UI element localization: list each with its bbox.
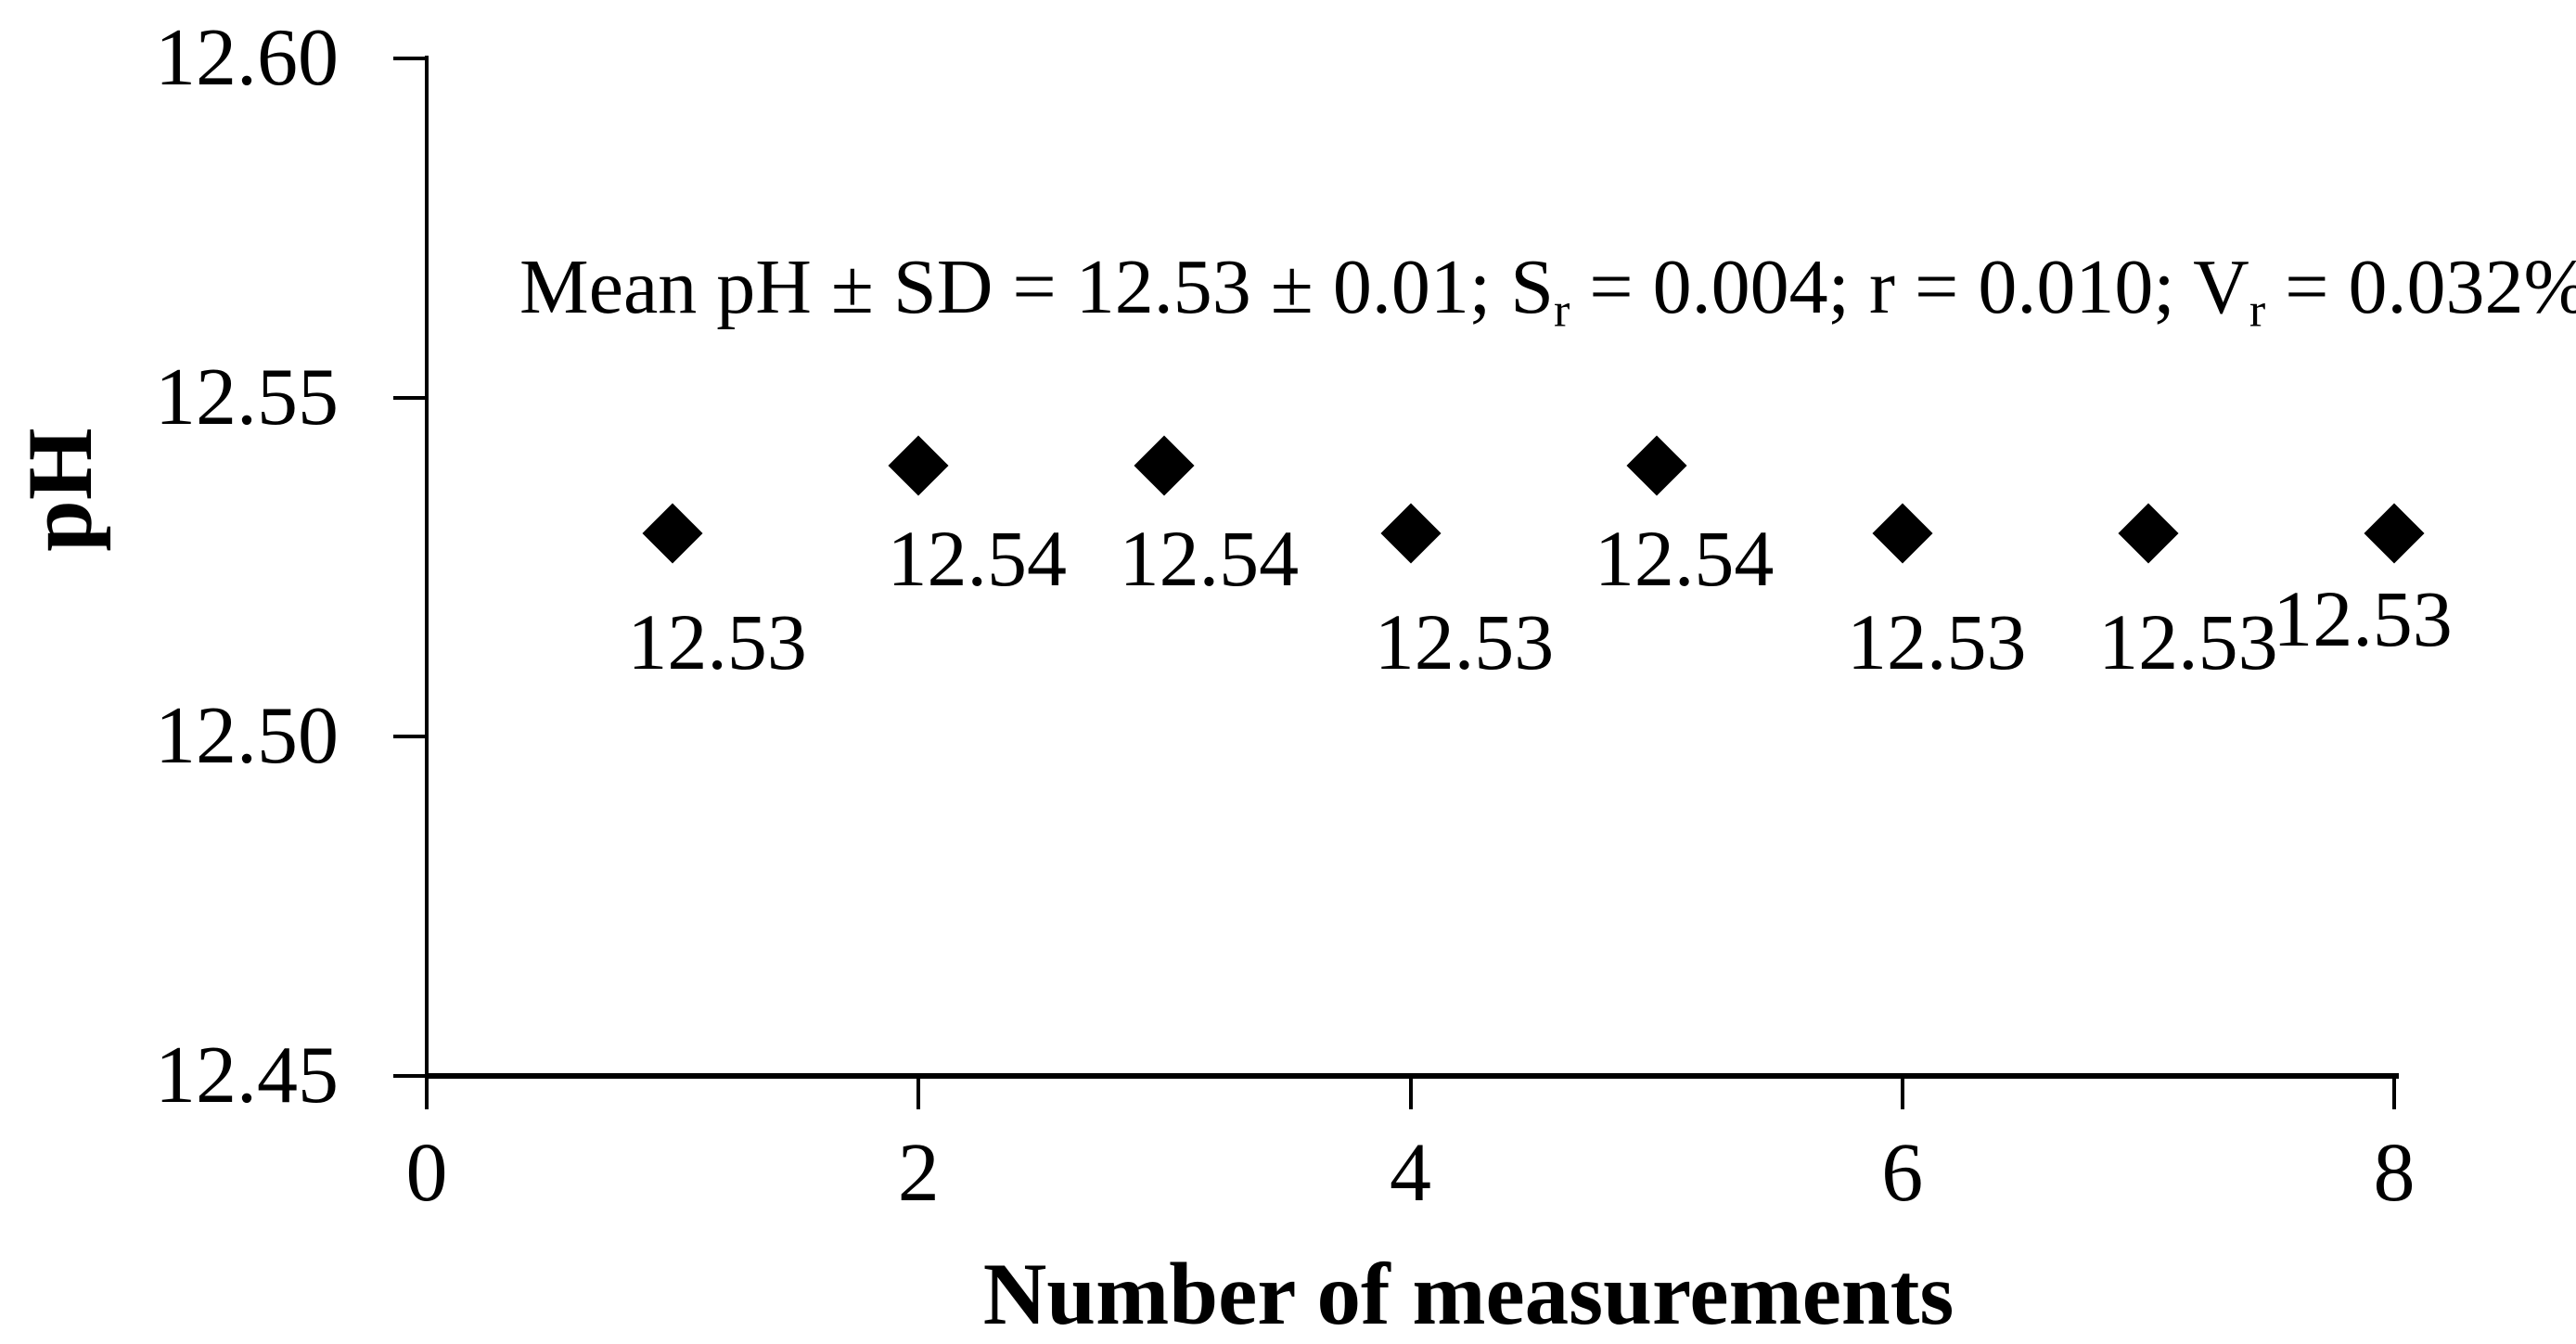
x-axis-title: Number of measurements <box>982 1245 1954 1343</box>
data-point-label: 12.53 <box>627 596 807 686</box>
y-axis-tick-mark <box>393 1074 428 1078</box>
annotation-subscript: r <box>1553 284 1570 338</box>
data-point-marker <box>2118 503 2179 564</box>
stats-annotation: Mean pH ± SD = 12.53 ± 0.01; Sr = 0.004;… <box>519 243 2576 335</box>
data-point-label: 12.53 <box>1374 596 1555 686</box>
x-axis-tick-label: 8 <box>2373 1127 2416 1219</box>
annotation-subscript: r <box>2249 284 2266 338</box>
x-axis-tick-label: 6 <box>1881 1127 1924 1219</box>
data-point-marker <box>642 503 703 564</box>
x-axis-tick-mark <box>425 1076 429 1109</box>
y-axis-tick-label: 12.60 <box>155 13 339 103</box>
y-axis-line <box>425 56 429 1080</box>
x-axis-tick-mark <box>1900 1076 1904 1109</box>
data-point-marker <box>1379 503 1442 564</box>
data-point-marker <box>1626 435 1687 496</box>
x-axis-tick-mark <box>2392 1076 2396 1109</box>
x-axis-tick-mark <box>1408 1076 1413 1109</box>
annotation-text: Mean pH ± SD = 12.53 ± 0.01; S <box>519 244 1554 330</box>
y-axis-tick-label: 12.55 <box>155 352 339 442</box>
y-axis-tick-mark <box>393 395 428 400</box>
y-axis-title: pH <box>8 428 111 552</box>
data-point-label: 12.54 <box>887 513 1068 603</box>
x-axis-tick-mark <box>916 1076 921 1109</box>
data-point-label: 12.53 <box>2273 573 2453 663</box>
data-point-marker <box>1872 503 1933 564</box>
x-axis-tick-label: 2 <box>897 1127 940 1219</box>
data-point-marker <box>2364 503 2425 564</box>
data-point-marker <box>1134 435 1195 496</box>
annotation-text: = 0.004; r = 0.010; V <box>1570 244 2249 330</box>
y-axis-tick-mark <box>393 57 428 60</box>
y-axis-tick-label: 12.45 <box>155 1030 339 1120</box>
x-axis-tick-label: 4 <box>1390 1127 1431 1219</box>
annotation-text: = 0.032% <box>2265 244 2576 330</box>
data-point-marker <box>888 435 949 496</box>
data-point-label: 12.54 <box>1594 513 1775 603</box>
y-axis-tick-mark <box>393 735 428 739</box>
data-point-label: 12.53 <box>2098 596 2278 686</box>
x-axis-tick-label: 0 <box>405 1127 448 1219</box>
data-point-label: 12.53 <box>1847 596 2027 686</box>
y-axis-tick-label: 12.50 <box>155 691 339 782</box>
data-point-label: 12.54 <box>1119 513 1300 603</box>
